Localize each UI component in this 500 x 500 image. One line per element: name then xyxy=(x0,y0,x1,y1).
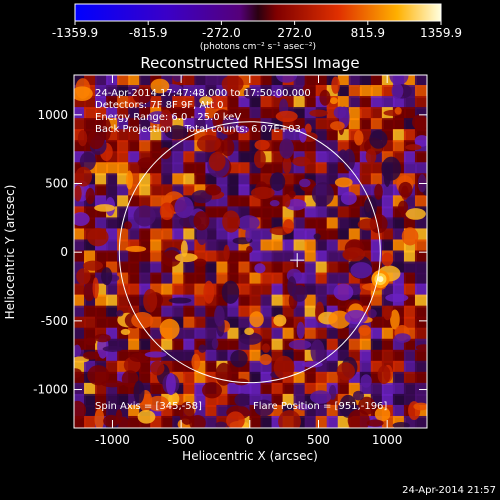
flare-spot xyxy=(377,276,384,283)
y-tick-label: -1000 xyxy=(33,383,68,397)
colorbar-unit-label: (photons cm⁻² s⁻¹ asec⁻²) xyxy=(200,42,316,52)
annotation-flare-position: Flare Position = [951,-196] xyxy=(253,401,387,412)
colorbar-tick-label: 815.9 xyxy=(351,26,385,40)
axis-ticks xyxy=(74,75,427,428)
annotation-spin-axis: Spin Axis = [345,-58] xyxy=(95,401,202,412)
colorbar-tick-label: -272.0 xyxy=(202,26,241,40)
heatmap-image xyxy=(74,75,427,428)
x-tick-label: 500 xyxy=(307,433,330,447)
annotation-method-counts: Back Projection Total counts: 6.07E+03 xyxy=(95,124,301,135)
colorbar-tick-label: -815.9 xyxy=(129,26,168,40)
solar-limb xyxy=(118,121,381,384)
colorbar-ticks xyxy=(74,21,442,25)
y-tick-label: 1000 xyxy=(37,108,68,122)
x-tick-label: 0 xyxy=(246,433,254,447)
footer-date: 24-Apr-2014 21:57 xyxy=(402,485,496,496)
annotation-detectors: Detectors: 7F 8F 9F, Att 0 xyxy=(95,100,223,111)
colorbar-tick-label: 272.0 xyxy=(277,26,311,40)
annotation-energy-range: Energy Range: 6.0 - 25.0 keV xyxy=(95,112,241,123)
chart-title: Reconstructed RHESSI Image xyxy=(140,54,359,72)
colorbar xyxy=(74,3,442,22)
colorbar-tick-label: -1359.9 xyxy=(52,26,98,40)
y-tick-label: 0 xyxy=(60,245,68,259)
x-axis-label: Heliocentric X (arcsec) xyxy=(182,449,318,463)
y-tick-label: 500 xyxy=(45,177,68,191)
annotation-time-range: 24-Apr-2014 17:47:48.000 to 17:50:00.000 xyxy=(95,88,311,99)
plot-frame xyxy=(73,74,428,429)
y-axis-label: Heliocentric Y (arcsec) xyxy=(3,185,17,320)
colorbar-tick-label: 1359.9 xyxy=(420,26,462,40)
x-tick-label: -500 xyxy=(168,433,195,447)
y-tick-label: -500 xyxy=(41,314,68,328)
center-cross xyxy=(290,253,305,268)
x-tick-label: 1000 xyxy=(372,433,403,447)
x-tick-label: -1000 xyxy=(95,433,130,447)
